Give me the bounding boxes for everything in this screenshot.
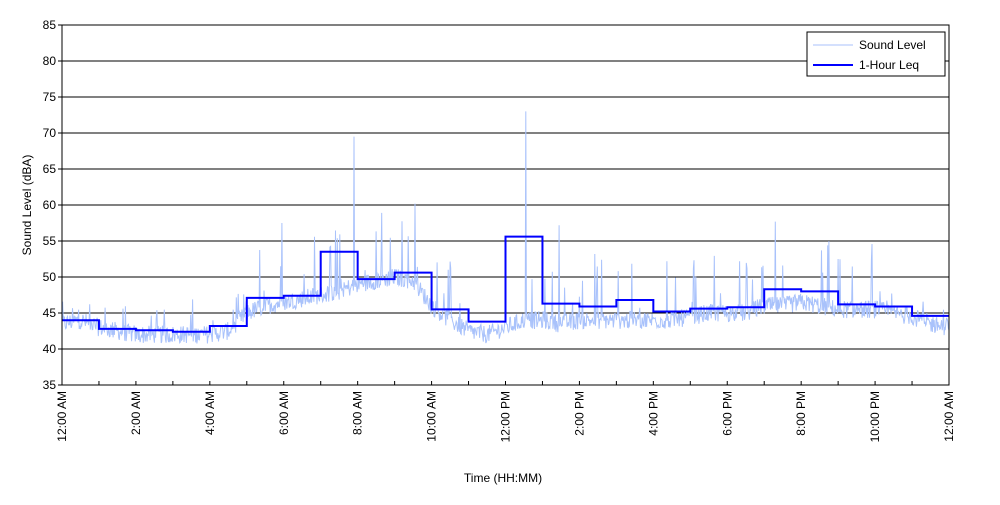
x-tick-label: 10:00 PM — [868, 391, 882, 442]
y-tick-label: 50 — [43, 270, 57, 284]
x-tick-label: 12:00 AM — [942, 391, 956, 442]
grid — [62, 60, 949, 350]
x-tick-label: 6:00 AM — [277, 391, 291, 435]
y-tick-label: 35 — [43, 378, 57, 392]
x-tick-label: 8:00 PM — [794, 391, 808, 436]
x-tick-label: 10:00 AM — [425, 391, 439, 442]
y-tick-label: 85 — [43, 18, 57, 32]
legend: Sound Level 1-Hour Leq — [806, 31, 946, 77]
x-tick-label: 4:00 PM — [646, 391, 660, 436]
y-tick-label: 60 — [43, 198, 57, 212]
y-tick-label: 80 — [43, 54, 57, 68]
leq-step-line — [62, 235, 949, 333]
y-axis: 35 40 45 50 55 60 65 70 75 80 85 — [43, 18, 62, 392]
y-tick-label: 45 — [43, 306, 57, 320]
x-tick-label: 2:00 AM — [129, 391, 143, 435]
y-tick-label: 75 — [43, 90, 57, 104]
x-axis-label: Time (HH:MM) — [464, 471, 542, 485]
y-tick-label: 70 — [43, 126, 57, 140]
x-tick-label: 8:00 AM — [351, 391, 365, 435]
x-tick-label: 12:00 AM — [55, 391, 69, 442]
y-tick-label: 65 — [43, 162, 57, 176]
plot-area — [61, 111, 950, 345]
y-tick-label: 55 — [43, 234, 57, 248]
x-tick-label: 6:00 PM — [720, 391, 734, 436]
x-axis: 12:00 AM 2:00 AM 4:00 AM 6:00 AM 8:00 AM 10:0… — [55, 381, 956, 442]
legend-label-sound-level: Sound Level — [859, 38, 926, 52]
y-tick-label: 40 — [43, 342, 57, 356]
x-tick-label: 4:00 AM — [203, 391, 217, 435]
x-tick-label: 12:00 PM — [499, 391, 513, 442]
legend-label-leq: 1-Hour Leq — [859, 58, 919, 72]
legend-box — [806, 31, 946, 77]
x-tick-label: 2:00 PM — [572, 391, 586, 436]
y-axis-label: Sound Level (dBA) — [20, 155, 34, 256]
